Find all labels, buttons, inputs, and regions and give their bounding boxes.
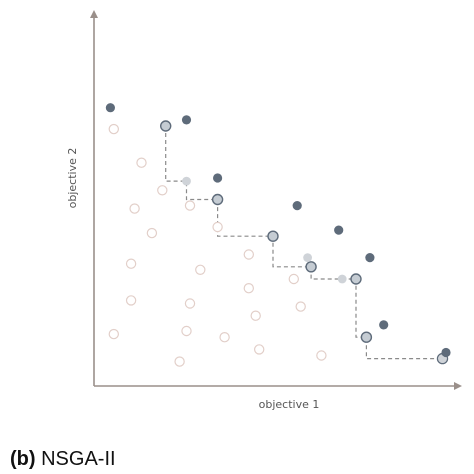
caption-tag: (b) <box>10 448 36 470</box>
dominated-point-2 <box>157 185 168 196</box>
dominated-point-19 <box>295 301 306 312</box>
dominated-outer-point-5 <box>365 253 375 263</box>
non-dominated-front-point-1 <box>211 193 224 206</box>
staircase-corner-point-2 <box>337 274 347 284</box>
figure-caption: (b) NSGA-II <box>10 448 116 471</box>
non-dominated-front-point-0 <box>159 120 172 132</box>
dominated-outer-point-0 <box>105 103 115 113</box>
staircase-line <box>165 126 443 360</box>
dominated-outer-point-6 <box>379 320 389 330</box>
staircase-corner-point-0 <box>182 176 191 186</box>
non-dominated-front-point-2 <box>267 230 279 242</box>
x-axis-label: objective 1 <box>259 398 320 411</box>
non-dominated-front-point-3 <box>305 261 317 273</box>
dominated-point-3 <box>129 203 140 214</box>
dominated-outer-point-2 <box>213 173 223 183</box>
dominated-point-0 <box>108 123 120 135</box>
non-dominated-front-point-4 <box>350 273 362 285</box>
non-dominated-front-point-5 <box>360 331 373 343</box>
dominated-point-9 <box>195 264 206 275</box>
staircase-corner-point-1 <box>303 253 312 262</box>
dominated-point-17 <box>219 332 230 343</box>
dominated-point-6 <box>125 295 137 306</box>
dominated-point-15 <box>243 283 254 294</box>
dominated-outer-point-3 <box>292 201 302 211</box>
dominated-point-8 <box>184 200 196 211</box>
dominated-point-1 <box>136 157 147 168</box>
caption-text: NSGA-II <box>41 448 116 470</box>
dominated-outer-point-4 <box>334 225 344 235</box>
y-axis-label: objective 2 <box>66 148 79 209</box>
data-points <box>105 103 451 367</box>
dominated-outer-point-7 <box>441 347 451 358</box>
dominated-point-21 <box>316 350 327 361</box>
dominated-point-4 <box>146 227 158 239</box>
axes <box>90 10 462 390</box>
dominated-point-12 <box>174 356 185 367</box>
dominated-point-18 <box>254 344 265 355</box>
dominated-point-16 <box>250 310 261 321</box>
dominated-point-7 <box>108 328 120 340</box>
dominated-point-10 <box>184 298 196 309</box>
dominated-point-14 <box>243 249 254 260</box>
dominated-point-5 <box>125 258 137 269</box>
scatter-plot: objective 1 objective 2 <box>66 10 462 411</box>
dominated-point-20 <box>288 273 299 285</box>
dominated-outer-point-1 <box>181 115 192 125</box>
dominated-point-11 <box>181 325 192 337</box>
dominated-point-13 <box>212 221 223 233</box>
